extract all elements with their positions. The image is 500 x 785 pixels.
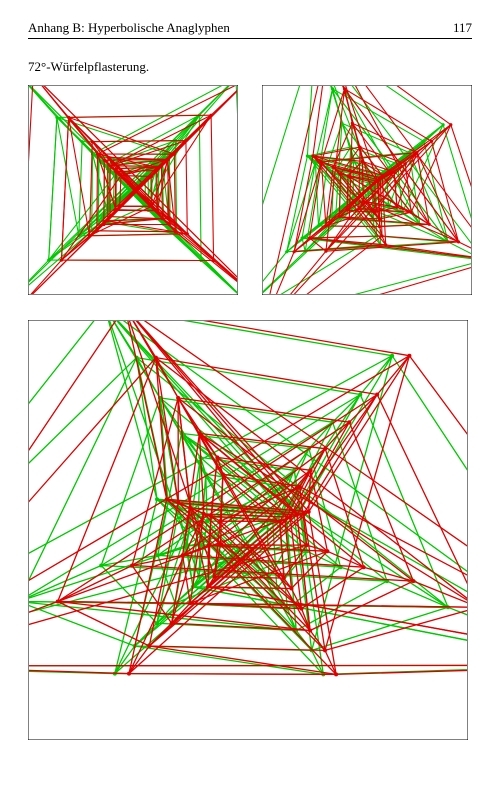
figure-top-right [262,85,472,300]
figure-top-left [28,85,238,300]
figure-bottom [28,320,472,740]
page-number: 117 [453,20,472,36]
running-head: Anhang B: Hyperbolische Anaglyphen [28,20,230,36]
section-title: 72°-Würfelpflasterung. [28,59,472,75]
